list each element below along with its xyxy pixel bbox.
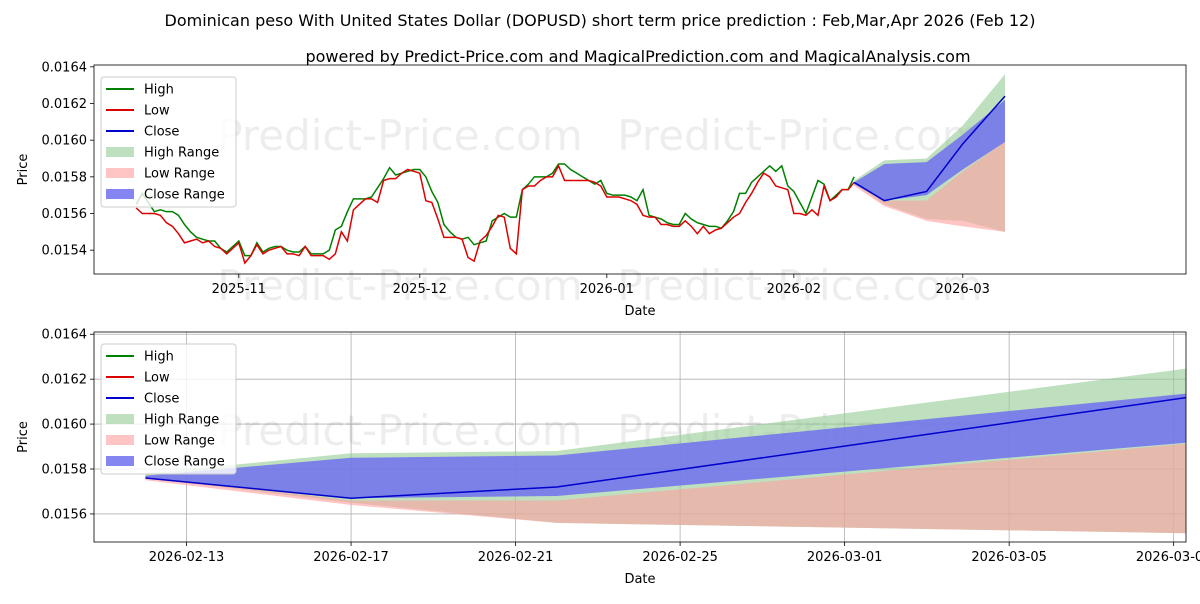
y-tick-label: 0.0162 [42,373,88,388]
x-axis-label: Date [624,304,655,319]
legend-close-range-label: Close Range [144,455,225,470]
x-tick-label: 2026-02-13 [149,550,225,565]
legend-close-label: Close [144,392,179,407]
x-axis-label: Date [624,572,655,587]
legend-low-range-swatch [106,435,134,445]
x-tick-label: 2026-02 [767,282,821,297]
legend-high-range-swatch [106,414,134,424]
legend-close-label: Close [144,125,179,140]
y-tick-label: 0.0160 [42,418,88,433]
y-tick-label: 0.0156 [42,207,88,222]
legend-low-range-label: Low Range [144,434,215,449]
legend: High Low Close High Range Low Range Close Ran… [101,344,236,474]
x-tick-label: 2026-03-05 [971,550,1047,565]
legend-high-range-label: High Range [144,413,219,428]
chart-subtitle: powered by Predict-Price.com and Magical… [305,47,970,66]
legend-high-label: High [144,83,174,98]
x-tick-label: 2026-03-01 [807,550,883,565]
legend-high-range-swatch [106,147,134,157]
y-tick-label: 0.0156 [42,507,88,522]
y-tick-label: 0.0158 [42,463,88,478]
y-tick-label: 0.0158 [42,170,88,185]
watermark-text: Predict-Price.com [617,111,982,160]
x-tick-label: 2025-11 [212,282,266,297]
watermark-text: Predict-Price.com [217,111,582,160]
chart-title: Dominican peso With United States Dollar… [165,11,1036,30]
legend-close-range-swatch [106,189,134,199]
legend-close-range-label: Close Range [144,188,225,203]
x-tick-label: 2025-12 [393,282,447,297]
legend-low-label: Low [144,371,170,386]
watermark-text: Predict-Price.com [217,406,582,455]
legend: High Low Close High Range Low Range Close Ran… [101,77,236,207]
legend-close-range-swatch [106,456,134,466]
y-tick-label: 0.0154 [42,244,88,259]
x-tick-label: 2026-02-21 [478,550,554,565]
x-tick-label: 2026-02-17 [313,550,389,565]
x-tick-label: 2026-03-09 [1136,550,1200,565]
y-axis-label: Price [16,421,31,453]
legend-low-range-label: Low Range [144,167,215,182]
x-tick-label: 2026-02-25 [642,550,718,565]
y-tick-label: 0.0162 [42,97,88,112]
y-tick-label: 0.0160 [42,134,88,149]
x-tick-label: 2026-03 [936,282,990,297]
legend-low-label: Low [144,104,170,119]
legend-high-label: High [144,350,174,365]
y-axis-label: Price [16,154,31,186]
legend-high-range-label: High Range [144,146,219,161]
y-tick-label: 0.0164 [42,328,88,343]
legend-low-range-swatch [106,168,134,178]
y-tick-label: 0.0164 [42,60,88,75]
x-tick-label: 2026-01 [580,282,634,297]
